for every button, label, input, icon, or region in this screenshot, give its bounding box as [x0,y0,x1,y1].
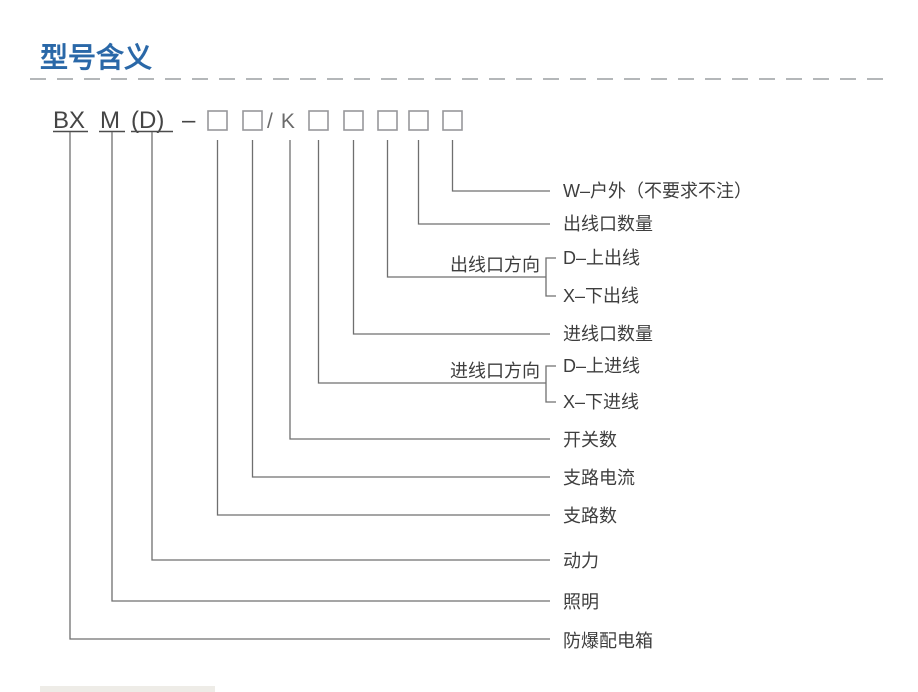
code-power-letter: (D) [131,107,164,134]
label-inlet-direction: 进线口方向 [450,361,540,381]
connector-inlet-direction-line [317,140,546,384]
code-series-letters: BX [53,107,85,134]
label-inlet-down: X–下进线 [563,392,639,412]
label-outlet-count: 出线口数量 [563,214,653,234]
label-box-name: 防爆配电箱 [563,631,653,651]
label-lighting: 照明 [563,592,599,612]
connector-switch-count-line [289,140,550,440]
section-title: 型号含义 [40,41,152,73]
connector-power-line [151,132,550,561]
label-branch-count: 支路数 [563,506,617,526]
inlet-direction-bracket [545,365,556,403]
next-section-peek [40,686,215,692]
connector-outlet-direction-line [386,140,546,278]
code-dash: – [182,107,196,134]
label-inlet-count: 进线口数量 [563,324,653,344]
code-lighting-letter: M [100,107,120,134]
label-power: 动力 [563,551,599,571]
connector-lines [69,132,556,640]
model-code-row: BX M (D) – /K [53,107,463,134]
label-outlet-up: D–上出线 [563,248,640,268]
label-outlet-down: X–下出线 [563,286,639,306]
placeholder-box-branch-current [242,110,263,131]
connector-branch-count-line [216,140,550,516]
label-switch-count: 开关数 [563,430,617,450]
placeholder-box-outlet-count [408,110,429,131]
code-separator-slash-k: /K [267,110,303,133]
connector-inlet-count-line [352,140,550,335]
connector-lighting-line [111,132,550,602]
connector-branch-current-line [251,140,550,478]
connector-box-name-line [69,132,550,640]
connector-outdoor-line [451,140,550,192]
legend-labels: W–户外（不要求不注） 出线口数量 出线口方向 D–上出线 X–下出线 进线口数… [450,181,752,651]
label-inlet-up: D–上进线 [563,356,640,376]
outlet-direction-bracket [545,257,556,297]
placeholder-box-inlet-direction [308,110,329,131]
placeholder-box-branch-count [207,110,228,131]
connector-outlet-count-line [417,140,550,225]
label-outlet-direction: 出线口方向 [450,255,540,275]
placeholder-box-outlet-direction [377,110,398,131]
placeholder-box-inlet-count [343,110,364,131]
label-branch-current: 支路电流 [563,468,635,488]
label-outdoor: W–户外（不要求不注） [563,181,752,201]
placeholder-box-outdoor [442,110,463,131]
